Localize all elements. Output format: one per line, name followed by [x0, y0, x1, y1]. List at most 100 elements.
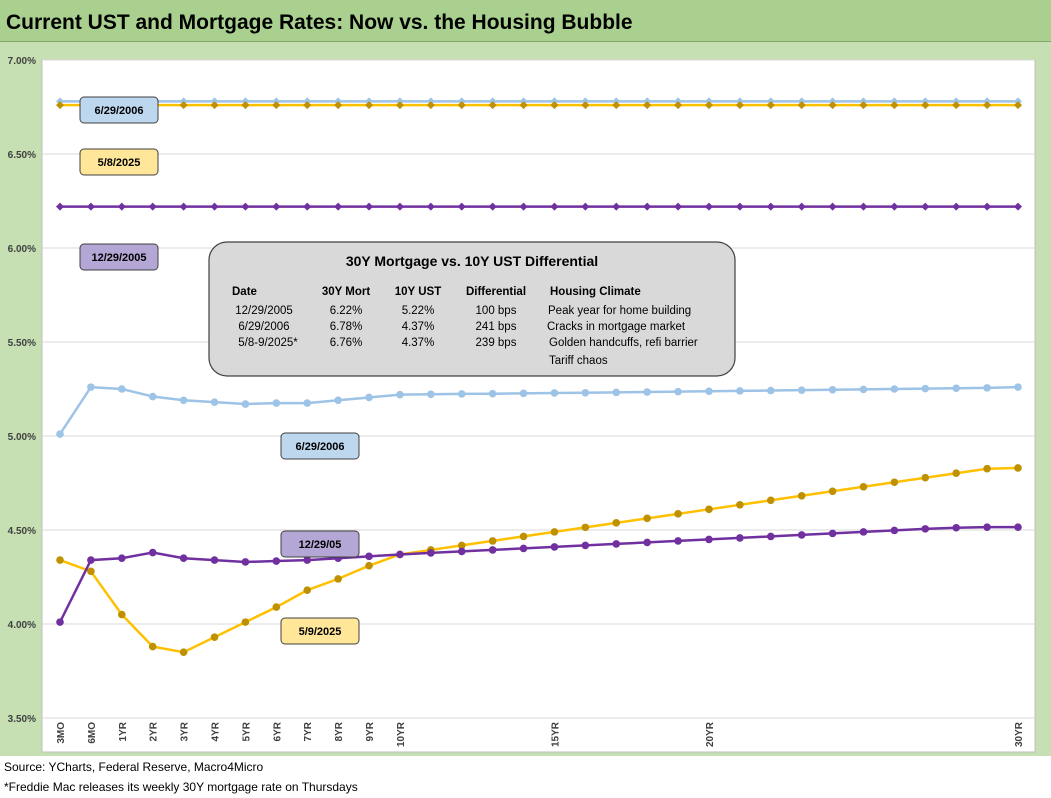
- plot-panel: [41, 59, 1036, 753]
- data-point: [426, 202, 435, 211]
- data-point: [735, 101, 744, 110]
- data-point: [983, 464, 991, 473]
- table-row-3-diff: 239 bps: [476, 337, 517, 349]
- callout-box: [79, 96, 159, 124]
- series-ust_2005: [56, 523, 1022, 626]
- data-point: [983, 523, 991, 531]
- data-point: [56, 556, 64, 564]
- x-tick-label: 4YR: [211, 721, 222, 741]
- table-header-climate: Housing Climate: [550, 286, 641, 298]
- data-point: [674, 537, 682, 545]
- data-point: [674, 202, 683, 211]
- data-point: [890, 478, 899, 487]
- data-point: [612, 540, 621, 548]
- data-point: [581, 101, 590, 110]
- data-point: [519, 101, 528, 110]
- data-point: [612, 101, 621, 110]
- table-row-1-mort: 6.22%: [330, 305, 363, 317]
- data-point: [704, 202, 713, 211]
- data-point: [427, 549, 435, 557]
- data-point: [488, 202, 497, 211]
- table-header-ust: 10Y UST: [395, 286, 441, 298]
- callout-label: 6/29/2006: [79, 96, 159, 124]
- data-point: [612, 519, 621, 527]
- series-line: [58, 385, 1019, 435]
- data-point: [488, 546, 497, 554]
- data-point: [426, 101, 435, 110]
- data-point: [457, 202, 466, 211]
- data-point: [488, 537, 497, 545]
- data-point: [334, 101, 343, 110]
- data-point: [828, 529, 837, 538]
- data-point: [241, 101, 250, 110]
- data-point: [179, 648, 188, 656]
- data-point: [921, 384, 930, 393]
- data-point: [674, 387, 682, 396]
- data-point: [1014, 202, 1022, 211]
- data-point: [581, 202, 590, 211]
- callout-label: 6/29/2006: [280, 432, 360, 460]
- callout-text: 6/29/2006: [296, 441, 345, 453]
- data-point: [828, 101, 837, 110]
- data-point: [457, 547, 466, 556]
- x-tick-label: 10YR: [396, 721, 407, 747]
- data-point: [241, 558, 250, 566]
- x-tick-label: 6MO: [87, 722, 98, 744]
- data-point: [118, 610, 126, 619]
- data-point: [828, 487, 837, 496]
- data-point: [272, 101, 281, 110]
- y-axis-ticks: 3.50% 4.00% 4.50% 5.00% 5.50% 6.00% 6.50% 7.00%: [8, 56, 36, 725]
- data-point: [519, 544, 528, 553]
- data-point: [643, 538, 651, 547]
- data-point: [87, 567, 95, 576]
- source-note: Source: YCharts, Federal Reserve, Macro4…: [4, 760, 264, 774]
- series-line: [58, 525, 1018, 623]
- data-point: [272, 399, 281, 407]
- data-point: [519, 202, 528, 211]
- chart-frame: 3.50% 4.00% 4.50% 5.00% 5.50% 6.00% 6.50% 7.00%…: [0, 42, 1051, 756]
- data-point: [797, 491, 806, 500]
- data-point: [952, 384, 960, 393]
- x-tick-label: 1YR: [118, 721, 129, 741]
- data-point: [859, 385, 868, 394]
- data-point: [952, 101, 961, 110]
- data-point: [705, 505, 713, 514]
- data-point: [334, 202, 343, 211]
- callout-text: 5/9/2025: [299, 626, 342, 638]
- data-point: [736, 534, 744, 542]
- callouts: 6/29/2006 5/8/2025 12/29/2005 6/29/2006 12/2…: [79, 96, 360, 645]
- data-point: [797, 202, 806, 211]
- data-point: [272, 603, 281, 611]
- data-point: [334, 575, 342, 583]
- data-point: [983, 101, 992, 110]
- data-point: [365, 561, 373, 570]
- callout-box: [280, 432, 360, 460]
- data-point: [56, 101, 64, 110]
- table-row-2-diff: 241 bps: [476, 321, 517, 333]
- data-point: [395, 202, 404, 211]
- callout-box: [280, 617, 360, 645]
- data-point: [241, 400, 250, 408]
- data-point: [303, 586, 312, 594]
- table-row-3-date: 5/8-9/2025*: [238, 337, 298, 349]
- table-row-2-climate: Cracks in mortgage market: [547, 321, 686, 333]
- data-point: [643, 202, 652, 211]
- data-point: [828, 385, 837, 394]
- y-tick-label: 6.00%: [8, 244, 36, 255]
- data-point: [148, 202, 157, 211]
- table-row-3-climate: Golden handcuffs, refi barrier: [549, 337, 698, 349]
- data-point: [983, 202, 992, 211]
- data-point: [303, 202, 312, 211]
- data-point: [303, 399, 312, 407]
- y-tick-label: 3.50%: [8, 714, 36, 725]
- data-point: [550, 101, 559, 110]
- data-point: [643, 101, 652, 110]
- data-point: [736, 387, 744, 395]
- y-tick-label: 4.50%: [8, 526, 36, 537]
- data-point: [1014, 464, 1022, 472]
- data-point: [612, 388, 621, 397]
- x-tick-label: 3MO: [56, 722, 67, 744]
- data-point: [643, 514, 651, 523]
- line-chart: 3.50% 4.00% 4.50% 5.00% 5.50% 6.00% 6.50% 7.00%…: [8, 56, 1036, 753]
- data-point: [87, 556, 95, 564]
